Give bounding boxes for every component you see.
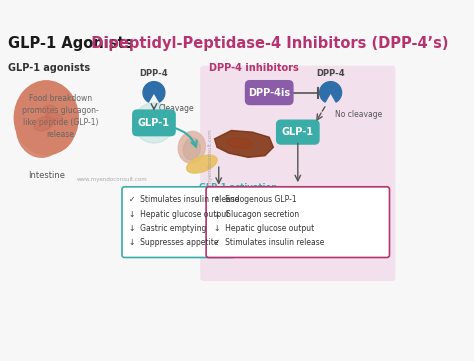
Text: ↓  Glucagon secretion: ↓ Glucagon secretion [214,209,299,218]
Ellipse shape [42,97,73,130]
Text: No cleavage: No cleavage [335,109,382,118]
Ellipse shape [227,138,252,148]
Ellipse shape [24,92,61,122]
Ellipse shape [46,113,62,123]
Text: ↓  Hepatic glucose output: ↓ Hepatic glucose output [214,224,314,233]
FancyBboxPatch shape [206,187,390,257]
Text: ↓  Hepatic glucose output: ↓ Hepatic glucose output [129,209,229,218]
Text: ✓  Stimulates insulin release: ✓ Stimulates insulin release [214,238,324,247]
Ellipse shape [14,81,78,155]
Text: Intestine: Intestine [28,171,65,180]
Polygon shape [215,130,273,157]
Text: ↓  Suppresses appetite: ↓ Suppresses appetite [129,238,218,247]
Text: GLP-1: GLP-1 [282,127,314,137]
Circle shape [134,103,174,143]
Ellipse shape [17,104,64,157]
Text: GLP-1 Agonists: GLP-1 Agonists [9,36,134,51]
Ellipse shape [187,155,217,173]
Ellipse shape [183,138,201,160]
Text: Food breakdown
promotes glucagon-
like peptide (GLP-1)
release: Food breakdown promotes glucagon- like p… [22,94,99,139]
Ellipse shape [35,105,75,152]
Text: www.myendoconsult.com: www.myendoconsult.com [76,177,147,182]
Text: DPP-4 inhibitors: DPP-4 inhibitors [209,63,298,73]
FancyBboxPatch shape [200,66,395,281]
Text: GLP-1 activation: GLP-1 activation [200,183,278,192]
Ellipse shape [42,105,55,114]
Text: ↓  Gastric emptying: ↓ Gastric emptying [129,224,206,233]
Text: DPP-4: DPP-4 [140,69,168,78]
Text: ↑  Endogenous GLP-1: ↑ Endogenous GLP-1 [214,195,296,204]
Text: DPP-4: DPP-4 [316,69,345,78]
Text: GLP-1: GLP-1 [138,118,170,128]
FancyBboxPatch shape [122,187,235,257]
FancyBboxPatch shape [132,109,176,136]
Text: DPP-4is: DPP-4is [248,88,290,97]
Text: GLP-1 agonists: GLP-1 agonists [9,63,91,73]
Text: www.myendoconsult.com: www.myendoconsult.com [208,129,213,200]
FancyBboxPatch shape [276,119,319,145]
Text: DPP-4’s therapeutic use: DPP-4’s therapeutic use [240,188,355,197]
Text: ✓  Stimulates insulin release: ✓ Stimulates insulin release [129,195,239,204]
Ellipse shape [34,117,54,131]
Ellipse shape [178,131,205,163]
Wedge shape [319,82,342,102]
Text: Cleavage: Cleavage [158,104,194,113]
Text: Dipeptidyl-Peptidase-4 Inhibitors (DPP-4’s): Dipeptidyl-Peptidase-4 Inhibitors (DPP-4… [81,36,448,51]
Wedge shape [143,82,165,102]
FancyBboxPatch shape [245,80,293,105]
